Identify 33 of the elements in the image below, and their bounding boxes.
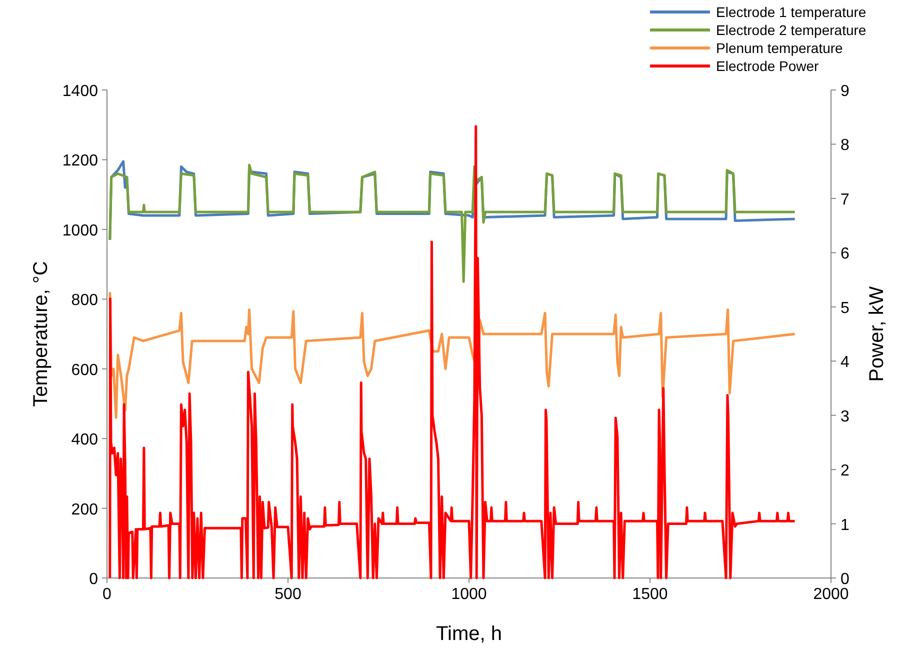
y-tick-label: 200 (71, 501, 98, 518)
x-axis-title: Time, h (436, 623, 502, 645)
y2-tick-label: 3 (840, 408, 850, 426)
y2-tick-label: 9 (840, 83, 850, 100)
y2-tick-label: 5 (840, 300, 850, 317)
y-tick-label: 400 (71, 432, 98, 449)
y-tick-label: 1000 (62, 222, 98, 240)
y-tick-label: 0 (89, 571, 98, 588)
y-tick-label: 1400 (62, 83, 98, 100)
legend-label: Electrode Power (716, 58, 820, 74)
y2-tick-label: 1 (840, 516, 850, 534)
line-series (108, 125, 796, 580)
y2-tick-label: 6 (840, 246, 850, 263)
y-axis-title: Temperature, °C (30, 261, 52, 407)
y2-tick-label: 4 (840, 354, 850, 372)
line-series (108, 164, 796, 283)
legend-label: Electrode 2 temperature (716, 22, 866, 38)
legend-label: Plenum temperature (716, 40, 844, 56)
legend-label: Electrode 1 temperature (716, 4, 866, 20)
y2-axis-title: Power, kW (866, 286, 888, 382)
line-series (108, 290, 796, 419)
x-tick-label: 2000 (813, 586, 849, 603)
y-tick-label: 800 (71, 292, 98, 310)
x-tick-label: 1000 (451, 586, 487, 603)
y-tick-label: 600 (71, 362, 98, 379)
x-tick-label: 500 (274, 586, 302, 603)
y2-tick-label: 7 (840, 191, 850, 208)
y-tick-label: 1200 (62, 152, 98, 170)
x-tick-label: 1500 (632, 586, 668, 603)
y2-tick-label: 0 (840, 571, 850, 588)
y2-tick-label: 2 (840, 462, 850, 480)
x-tick-label: 0 (102, 586, 112, 603)
y2-tick-label: 8 (840, 137, 850, 154)
